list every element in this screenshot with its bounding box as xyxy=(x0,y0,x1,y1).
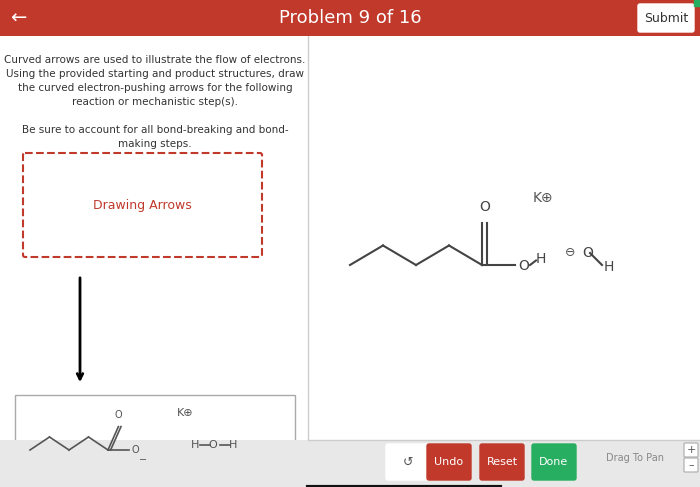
FancyBboxPatch shape xyxy=(638,4,694,32)
Text: H: H xyxy=(229,440,237,450)
FancyBboxPatch shape xyxy=(386,444,430,480)
Text: ←: ← xyxy=(10,8,26,27)
FancyBboxPatch shape xyxy=(532,444,576,480)
Text: −: − xyxy=(139,455,147,465)
Text: H: H xyxy=(536,252,547,266)
FancyBboxPatch shape xyxy=(23,153,262,257)
Text: K⊕: K⊕ xyxy=(533,191,553,205)
Text: ↺: ↺ xyxy=(402,455,413,468)
Text: O: O xyxy=(115,410,122,420)
FancyBboxPatch shape xyxy=(684,458,698,472)
Text: ⊖: ⊖ xyxy=(565,246,575,260)
Text: Problem 9 of 16: Problem 9 of 16 xyxy=(279,9,421,27)
Text: O: O xyxy=(132,445,139,455)
Text: K⊕: K⊕ xyxy=(176,408,193,418)
Text: O: O xyxy=(209,440,218,450)
Text: –: – xyxy=(688,460,694,470)
FancyBboxPatch shape xyxy=(427,444,471,480)
Bar xyxy=(15,395,295,472)
Text: Drawing Arrows: Drawing Arrows xyxy=(92,199,191,211)
Text: Curved arrows are used to illustrate the flow of electrons.
Using the provided s: Curved arrows are used to illustrate the… xyxy=(4,55,306,149)
Text: H: H xyxy=(191,440,200,450)
Bar xyxy=(0,440,700,487)
Text: H: H xyxy=(604,260,615,274)
Text: Reset: Reset xyxy=(486,457,517,467)
Text: Undo: Undo xyxy=(435,457,463,467)
Text: O: O xyxy=(479,200,490,214)
Text: Submit: Submit xyxy=(644,12,688,24)
Text: O: O xyxy=(582,246,593,260)
FancyBboxPatch shape xyxy=(684,443,698,457)
Bar xyxy=(0,0,700,36)
Text: +: + xyxy=(686,445,696,455)
Text: O: O xyxy=(518,260,529,274)
Text: Done: Done xyxy=(540,457,568,467)
Text: Drag To Pan: Drag To Pan xyxy=(606,453,664,463)
FancyBboxPatch shape xyxy=(480,444,524,480)
